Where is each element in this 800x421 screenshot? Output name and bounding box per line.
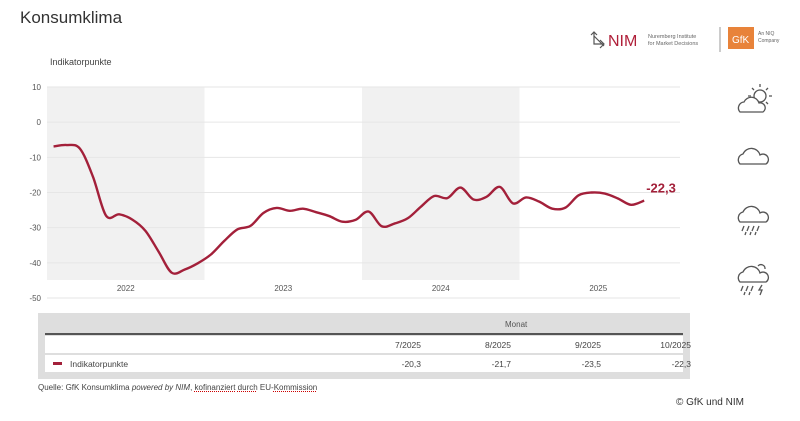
svg-text:NIM: NIM — [608, 33, 637, 50]
svg-text:An NIQ: An NIQ — [758, 31, 775, 37]
source-text: , — [190, 383, 195, 392]
table-header-row: 7/2025 8/2025 9/2025 10/2025 — [45, 336, 691, 353]
table-row: Indikatorpunkte -20,3 -21,7 -23,5 -22,3 — [45, 355, 691, 372]
storm-cloud-icon — [737, 264, 770, 296]
source-text: Kommission — [273, 383, 318, 392]
line-chart: 10 0 -10 -20 -30 -40 -50 2022 2023 2024 2025 -22,3 — [29, 83, 680, 303]
table-header-month: Monat — [505, 320, 528, 329]
y-tick-label: -40 — [29, 259, 41, 268]
y-tick-label: 0 — [37, 118, 42, 127]
series-line-indikatorpunkte — [53, 143, 645, 275]
x-tick-label: 2024 — [432, 284, 450, 293]
y-tick-label: -20 — [29, 189, 41, 198]
y-tick-label: -30 — [29, 224, 41, 233]
year-band — [362, 87, 520, 280]
source-note: Quelle: GfK Konsumklima powered by NIM, … — [38, 383, 317, 392]
sun-cloud-icon — [737, 84, 772, 113]
svg-text:Company: Company — [758, 38, 780, 44]
svg-text:for Market Decisions: for Market Decisions — [648, 41, 698, 47]
y-tick-label: 10 — [32, 83, 41, 92]
source-text: durch — [237, 383, 258, 392]
source-text: EU- — [257, 383, 274, 392]
x-tick-label: 2022 — [117, 284, 135, 293]
y-tick-label: -50 — [29, 294, 41, 303]
source-text: kofinanziert — [194, 383, 236, 392]
legend-swatch — [53, 362, 62, 365]
year-band — [47, 87, 205, 280]
nim-gfk-logo: NIM Nuremberg Institute for Market Decis… — [590, 27, 780, 52]
y-axis-title: Indikatorpunkte — [50, 57, 112, 67]
svg-text:GfK: GfK — [732, 35, 750, 46]
table-cell: -21,7 — [491, 359, 511, 369]
cloud-icon — [737, 147, 770, 165]
table-cell: -23,5 — [581, 359, 601, 369]
logo: NIM Nuremberg Institute for Market Decis… — [590, 24, 790, 54]
column-header: 7/2025 — [395, 340, 421, 350]
source-italic: powered by NIM — [131, 383, 191, 392]
table-cell: -20,3 — [401, 359, 421, 369]
last-value-label: -22,3 — [646, 181, 676, 196]
copyright: © GfK und NIM — [676, 397, 744, 408]
weather-icons — [737, 84, 772, 296]
page-title: Konsumklima — [20, 8, 123, 27]
column-header: 8/2025 — [485, 340, 511, 350]
column-header: 10/2025 — [660, 340, 691, 350]
data-table: Monat 7/2025 8/2025 9/2025 10/2025 Indik… — [38, 313, 691, 379]
column-header: 9/2025 — [575, 340, 601, 350]
svg-text:Nuremberg Institute: Nuremberg Institute — [648, 34, 696, 40]
table-cell: -22,3 — [671, 359, 691, 369]
rain-cloud-icon — [737, 205, 770, 236]
y-tick-label: -10 — [29, 153, 41, 162]
source-text: Quelle: GfK Konsumklima — [38, 383, 132, 392]
x-tick-label: 2023 — [274, 284, 292, 293]
row-label: Indikatorpunkte — [70, 359, 129, 369]
table-divider — [45, 333, 683, 335]
x-tick-label: 2025 — [589, 284, 607, 293]
